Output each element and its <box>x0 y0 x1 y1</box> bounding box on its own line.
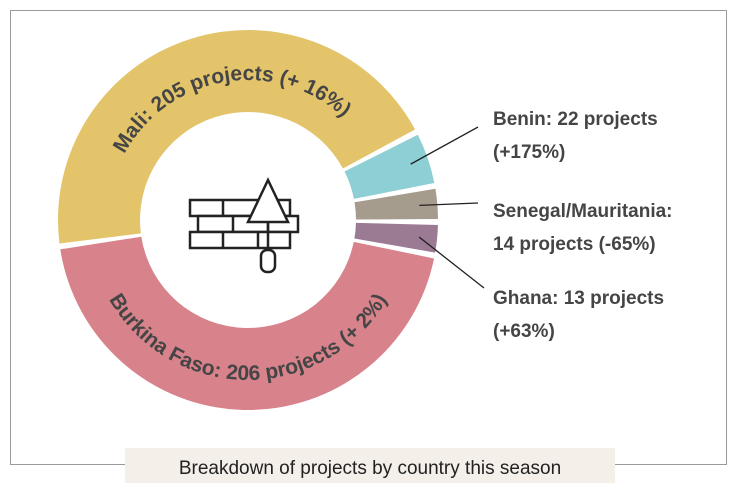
donut-segment <box>354 188 438 220</box>
segment-label: Senegal/Mauritania: <box>493 201 673 222</box>
donut <box>58 30 438 411</box>
segment-label: (+63%) <box>493 321 555 342</box>
segment-label: Ghana: 13 projects <box>493 288 664 309</box>
segment-label: Benin: 22 projects <box>493 109 658 130</box>
center-icon <box>188 177 300 274</box>
donut-segment <box>58 30 416 244</box>
caption-box <box>125 448 615 483</box>
segment-label: 14 projects (-65%) <box>493 234 656 255</box>
callout-line <box>410 126 479 165</box>
donut-segment <box>354 222 438 253</box>
donut-segment <box>344 134 435 199</box>
segment-label: (+175%) <box>493 142 565 163</box>
callout-line <box>418 236 485 289</box>
donut-segment <box>60 236 435 411</box>
caption: Breakdown of projects by country this se… <box>179 458 561 479</box>
callout-line <box>419 202 479 207</box>
